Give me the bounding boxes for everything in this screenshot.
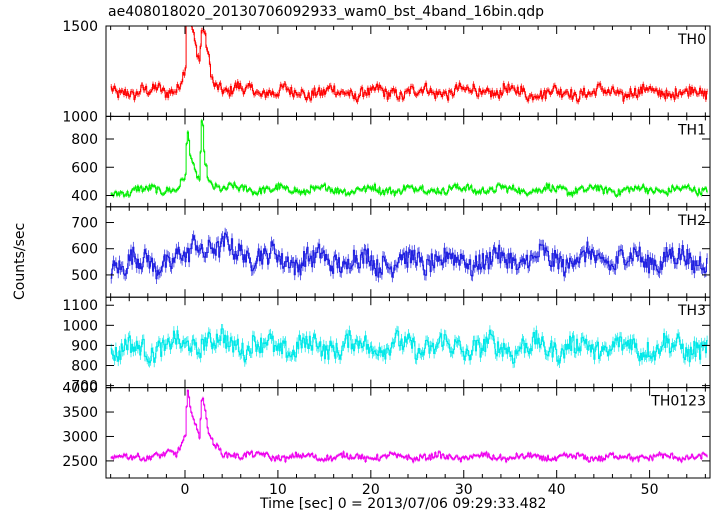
series-line-th0123 (110, 390, 708, 463)
panel-label: TH1 (677, 122, 706, 138)
y-tick-label: 600 (71, 242, 98, 258)
panel-frame (105, 25, 711, 117)
panel-th1: 400 600 800 TH1 (71, 115, 711, 208)
panel-label: TH2 (677, 213, 706, 229)
panel-th3: 700 800 900 1000 1100 TH3 (62, 296, 711, 395)
x-tick-label: 10 (269, 482, 287, 498)
x-tick-label: 40 (548, 482, 566, 498)
y-tick-label: 1000 (62, 109, 98, 125)
y-tick-label: 4000 (62, 381, 98, 397)
series-line-th3 (110, 328, 708, 364)
x-tick-label: 20 (362, 482, 380, 498)
panel-frame (105, 387, 711, 479)
y-tick-label: 700 (71, 379, 98, 395)
series-line-th0 (110, 26, 708, 103)
y-tick-label: 2500 (62, 454, 98, 470)
y-tick-label: 800 (71, 132, 98, 148)
x-axis-label: Time [sec] 0 = 2013/07/06 09:29:33.482 (260, 496, 547, 512)
y-tick-label: 1000 (62, 318, 98, 334)
panel-frame (105, 206, 711, 298)
series-line-th1 (110, 120, 708, 197)
panel-label: TH0123 (650, 394, 706, 410)
x-tick-label: 0 (181, 482, 190, 498)
y-tick-label: 900 (71, 338, 98, 354)
y-tick-label: 400 (71, 189, 98, 205)
y-tick-label: 3500 (62, 405, 98, 421)
y-tick-label: 700 (71, 216, 98, 232)
panel-th0123: 2500 3000 3500 4000 TH0123 (62, 381, 711, 479)
y-tick-label: 1500 (62, 19, 98, 35)
y-tick-label: 800 (71, 359, 98, 375)
y-tick-label: 500 (71, 268, 98, 284)
panel-th2: 500 600 700 TH2 (71, 206, 711, 298)
x-tick-label: 30 (455, 482, 473, 498)
chart-title: ae408018020_20130706092933_wam0_bst_4ban… (108, 4, 545, 20)
y-axis-label: Counts/sec (12, 222, 28, 300)
y-tick-label: 600 (71, 160, 98, 176)
y-tick-label: 1100 (62, 298, 98, 314)
panel-th0: 1000 1500 TH0 (62, 19, 711, 125)
series-line-th2 (110, 232, 708, 280)
y-tick-label: 3000 (62, 429, 98, 445)
panel-label: TH0 (677, 32, 706, 48)
x-tick-label: 50 (641, 482, 659, 498)
panel-label: TH3 (677, 303, 706, 319)
